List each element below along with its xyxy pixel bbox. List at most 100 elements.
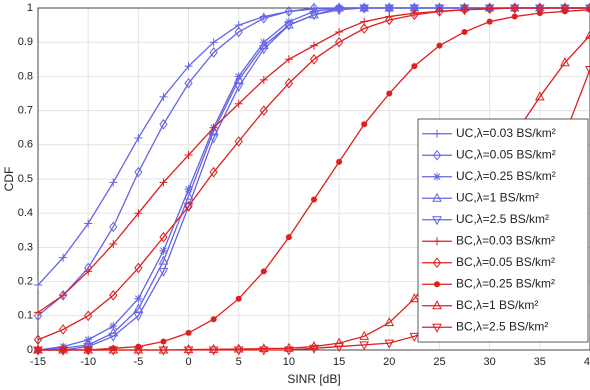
data-point <box>561 8 568 15</box>
data-point <box>134 133 143 142</box>
x-axis-label: SINR [dB] <box>287 372 340 386</box>
legend-label: BC,λ=2.5 BS/km² <box>456 319 548 333</box>
data-point <box>34 308 42 317</box>
data-point <box>109 322 118 331</box>
data-point <box>33 346 43 356</box>
legend-marker <box>432 300 442 310</box>
data-point <box>134 166 143 178</box>
data-point <box>360 23 369 34</box>
data-point <box>258 45 269 55</box>
legend-label: BC,λ=1 BS/km² <box>456 298 538 312</box>
data-point <box>58 324 68 335</box>
data-point <box>385 12 394 21</box>
legend-label: BC,λ=0.25 BS/km² <box>456 276 555 290</box>
data-point <box>209 47 218 58</box>
data-point <box>133 344 144 354</box>
data-point <box>335 27 344 36</box>
data-point <box>259 38 268 47</box>
data-point <box>461 28 468 35</box>
data-point <box>109 239 118 248</box>
data-point <box>159 231 168 243</box>
legend-box <box>417 118 589 343</box>
data-point <box>208 134 219 144</box>
x-tick-label: 20 <box>383 356 395 368</box>
legend: UC,λ=0.03 BS/km² UC,λ=0.05 BS/km² UC,λ=0.2… <box>417 118 589 343</box>
data-point <box>84 310 93 322</box>
data-point <box>109 221 118 233</box>
data-point <box>233 74 244 84</box>
data-point <box>108 332 119 342</box>
data-point <box>260 268 267 275</box>
data-point <box>384 317 395 327</box>
y-tick-label: 1 <box>27 2 33 14</box>
legend-label: UC,λ=1 BS/km² <box>456 190 539 204</box>
y-axis-label: CDF <box>2 167 16 192</box>
data-point <box>284 77 294 89</box>
data-point <box>109 289 118 301</box>
data-point <box>208 343 219 353</box>
data-point <box>284 342 294 352</box>
data-point <box>158 255 169 265</box>
legend-marker <box>433 237 441 246</box>
data-point <box>234 72 243 81</box>
data-point <box>585 2 590 12</box>
x-tick-label: 10 <box>283 356 295 368</box>
data-point <box>359 4 370 14</box>
legend-label: BC,λ=0.05 BS/km² <box>456 255 555 269</box>
data-point <box>334 36 344 48</box>
data-point <box>235 295 242 302</box>
legend-marker <box>432 257 442 269</box>
data-point <box>284 55 293 64</box>
data-point <box>184 201 193 212</box>
data-point <box>58 344 68 354</box>
data-point <box>536 10 543 17</box>
data-point <box>485 3 494 14</box>
data-point <box>184 185 193 194</box>
data-point <box>311 196 317 203</box>
data-point <box>359 2 370 12</box>
y-tick-label: 0.4 <box>18 207 33 219</box>
x-tick-label: 5 <box>236 356 242 368</box>
data-point <box>384 2 395 12</box>
data-point <box>183 202 194 212</box>
data-point <box>284 21 294 31</box>
data-point <box>233 346 244 356</box>
y-tick-label: 0.3 <box>18 241 33 253</box>
data-point <box>59 253 68 262</box>
legend-marker <box>432 192 442 202</box>
data-point <box>409 4 420 14</box>
data-point <box>34 281 42 290</box>
data-point <box>33 334 43 346</box>
data-point <box>133 303 144 313</box>
data-point <box>336 158 343 165</box>
data-point <box>83 344 94 354</box>
data-point <box>134 262 143 274</box>
x-tick-label: -15 <box>30 356 46 368</box>
data-point <box>184 62 193 71</box>
y-tick-label: 0.8 <box>18 70 33 82</box>
data-point <box>59 291 68 300</box>
data-point <box>158 344 169 354</box>
data-point <box>233 343 244 353</box>
data-point <box>258 343 269 353</box>
legend-marker <box>434 281 440 288</box>
data-point <box>309 344 319 354</box>
y-tick-label: 0.6 <box>18 139 33 151</box>
y-tick-label: 0 <box>27 344 33 356</box>
y-tick-label: 0.9 <box>18 36 33 48</box>
x-tick-label: 40 <box>584 356 590 368</box>
data-point <box>133 312 144 322</box>
data-point <box>159 246 168 255</box>
data-point <box>185 329 192 336</box>
legend-marker <box>433 129 441 138</box>
data-point <box>158 267 169 277</box>
data-point <box>234 136 243 147</box>
data-point <box>184 77 193 89</box>
data-point <box>234 26 243 38</box>
data-point <box>361 121 368 128</box>
data-point <box>108 344 119 354</box>
data-point <box>385 14 394 26</box>
data-point <box>560 57 570 67</box>
legend-label: BC,λ=0.03 BS/km² <box>456 233 555 247</box>
legend-label: UC,λ=0.03 BS/km² <box>456 126 556 140</box>
